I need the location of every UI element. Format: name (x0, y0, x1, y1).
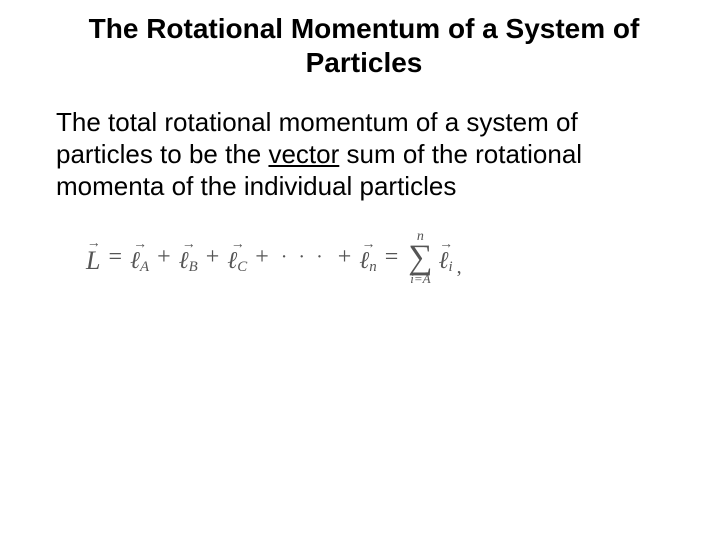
equation: → L = → ℓA + → ℓB + → ℓC + · · · + → ℓn … (56, 230, 672, 284)
eq-term-A: → ℓA (130, 241, 149, 275)
eq-L-symbol: L (86, 248, 100, 274)
eq-ell-A: ℓ (130, 248, 140, 274)
slide-title: The Rotational Momentum of a System of P… (56, 12, 672, 79)
eq-term-n: → ℓn (359, 241, 376, 275)
eq-ell-n: ℓ (359, 248, 369, 274)
eq-sub-n: n (369, 259, 376, 275)
body-underlined-word: vector (268, 139, 339, 169)
title-line-1: The Rotational Momentum of a System of (89, 13, 640, 44)
eq-trailing-comma: , (457, 256, 462, 285)
eq-ell-B: ℓ (179, 248, 189, 274)
eq-dots: · · · (281, 246, 326, 269)
eq-equals-1: = (108, 244, 122, 271)
vector-arrow-icon: → (133, 241, 146, 248)
eq-summand: → ℓi (439, 241, 453, 275)
vector-arrow-icon: → (231, 241, 244, 248)
eq-equals-2: = (385, 244, 399, 271)
eq-sub-A: A (140, 259, 149, 275)
eq-sub-C: C (237, 259, 247, 275)
eq-sub-B: B (189, 259, 198, 275)
slide: The Rotational Momentum of a System of P… (0, 0, 720, 540)
sigma-icon: ∑ (408, 244, 432, 271)
eq-ell-i: ℓ (439, 248, 449, 274)
eq-sum-lower: i=A (410, 272, 430, 285)
eq-plus-1: + (157, 244, 171, 271)
title-line-2: Particles (306, 47, 423, 78)
eq-plus-3: + (255, 244, 269, 271)
eq-term-B: → ℓB (179, 241, 198, 275)
vector-arrow-icon: → (439, 241, 452, 248)
eq-plus-4: + (338, 244, 352, 271)
eq-term-C: → ℓC (227, 241, 247, 275)
eq-ell-C: ℓ (227, 248, 237, 274)
eq-summation: n ∑ i=A (408, 230, 432, 284)
eq-L-vector: → L (86, 240, 100, 274)
eq-sub-i: i (449, 259, 453, 275)
body-paragraph: The total rotational momentum of a syste… (56, 107, 672, 202)
eq-plus-2: + (206, 244, 220, 271)
vector-arrow-icon: → (182, 241, 195, 248)
vector-arrow-icon: → (362, 241, 375, 248)
